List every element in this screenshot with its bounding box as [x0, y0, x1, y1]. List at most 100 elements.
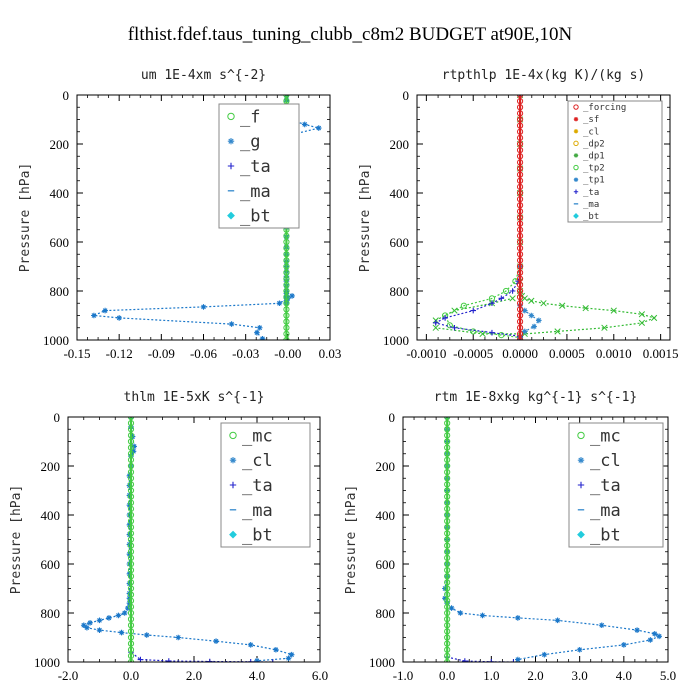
legend-marker-tp1: [573, 177, 579, 182]
data-point: [516, 251, 524, 258]
data-point: [516, 104, 524, 111]
legend-marker-cl: [229, 457, 237, 464]
data-point: [516, 245, 524, 252]
x-tick-label: 2.0: [527, 668, 543, 683]
data-point: [127, 622, 135, 629]
data-point: [283, 251, 290, 258]
legend-marker-dp1: [573, 153, 579, 158]
data-point: [536, 317, 542, 324]
data-point: [166, 658, 172, 662]
data-point: [283, 300, 290, 307]
legend-marker-cl: [573, 129, 579, 134]
data-point: [283, 269, 290, 276]
y-axis-label: Pressure [hPa]: [358, 163, 373, 273]
data-point: [462, 658, 468, 662]
data-point: [516, 140, 524, 148]
data-point: [444, 573, 451, 580]
legend-label-ta: _ta: [590, 476, 621, 496]
data-point: [285, 295, 291, 302]
y-tick-label: 800: [390, 284, 410, 299]
data-point: [127, 536, 135, 543]
data-point: [638, 319, 646, 327]
data-point: [127, 585, 135, 592]
data-point: [283, 330, 290, 337]
legend-label-bt: _bt: [242, 526, 273, 546]
chart-panel-3: thlm 1E-5xK s^{-1} Pressure [hPa] -2.0 0.0 2…: [9, 390, 328, 683]
y-tick-label: 400: [50, 186, 70, 201]
x-tick-label: 0.0005: [549, 346, 585, 361]
x-tick-label: 4.0: [616, 668, 632, 683]
legend-label-dp1: _dp1: [583, 151, 605, 161]
data-point: [650, 314, 658, 322]
data-point: [516, 196, 524, 203]
data-point: [444, 417, 451, 421]
plot-frame: [416, 94, 671, 341]
data-point: [289, 293, 295, 299]
data-point: [444, 481, 451, 488]
data-point: [126, 531, 133, 538]
data-point: [516, 183, 524, 190]
data-point: [498, 295, 505, 302]
data-point: [127, 462, 135, 470]
legend-marker-f: [227, 112, 235, 121]
data-point: [127, 432, 135, 439]
y-tick-label: 600: [376, 557, 396, 572]
legend-marker-forcing: [573, 104, 579, 110]
panels: um 1E-4xm s^{-2} Pressure [hPa] -0.15 -0.12…: [9, 68, 679, 683]
data-point: [285, 655, 292, 662]
x-tick-label: 5.0: [660, 668, 676, 683]
data-point: [444, 524, 451, 531]
data-point: [127, 426, 135, 433]
data-point: [96, 617, 103, 624]
data-point: [84, 624, 90, 631]
data-point: [638, 311, 646, 318]
legend-label-ma: _ma: [240, 182, 271, 202]
data-point: [283, 287, 290, 295]
data-point: [80, 622, 87, 629]
data-point: [127, 554, 135, 561]
data-point: [582, 304, 589, 312]
data-point: [444, 505, 451, 512]
data-point: [516, 330, 524, 337]
legend-marker-tp2: [573, 164, 579, 171]
data-point: [516, 306, 524, 313]
legend: _mc _cl _ta _ma _bt: [568, 422, 664, 548]
data-point: [516, 147, 524, 154]
data-point: [127, 469, 135, 476]
data-point: [127, 487, 135, 494]
x-tick-label: -0.0010: [406, 346, 446, 361]
data-point: [444, 567, 451, 574]
data-point: [127, 597, 135, 604]
data-point: [516, 134, 524, 141]
y-tick-label: 1000: [43, 333, 69, 348]
legend-label-ma: _ma: [242, 501, 273, 521]
data-point: [127, 646, 135, 653]
y-tick-label: 1000: [383, 333, 409, 348]
series-group: [442, 417, 662, 662]
data-point: [516, 153, 524, 160]
data-point: [634, 627, 640, 633]
x-tick-label: -0.15: [63, 346, 90, 361]
data-point: [444, 646, 451, 653]
data-point: [126, 561, 133, 567]
data-point: [516, 294, 524, 301]
data-point: [598, 622, 605, 629]
data-point: [444, 652, 451, 659]
legend: _f _g _ta _ma _bt: [218, 103, 300, 229]
data-point: [516, 214, 524, 221]
legend-label-sf: _sf: [583, 115, 599, 125]
data-point: [127, 417, 135, 421]
plot-frame: [402, 416, 669, 663]
data-point: [444, 591, 451, 598]
legend-label-ta: _ta: [583, 188, 599, 198]
data-point: [127, 573, 135, 580]
legend-label-cl: _cl: [242, 451, 273, 471]
legend-marker-dp2: [573, 140, 579, 147]
data-point: [444, 597, 451, 604]
data-point: [115, 612, 122, 619]
data-point: [444, 518, 451, 525]
data-point: [444, 493, 451, 500]
data-point: [442, 315, 448, 321]
data-point: [283, 238, 290, 246]
y-tick-label: 800: [50, 284, 70, 299]
